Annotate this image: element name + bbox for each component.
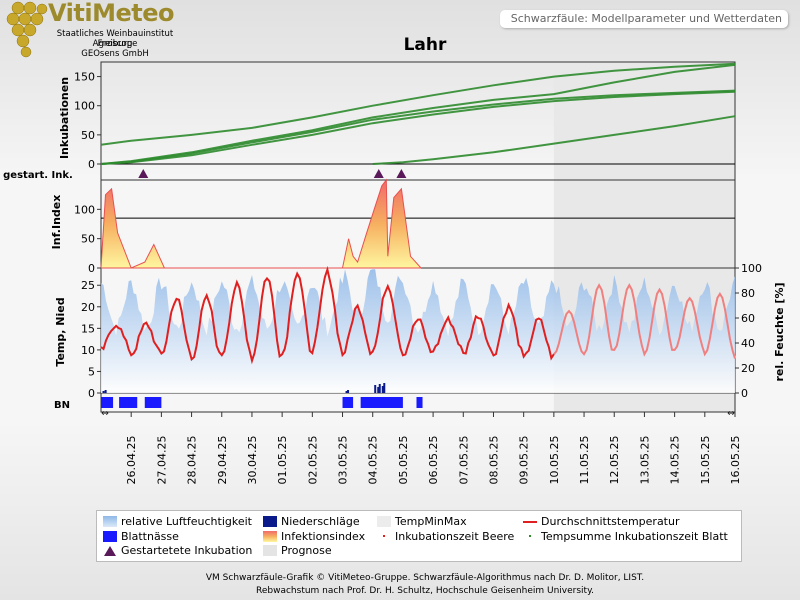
x-tick-label: 08.05.25 — [487, 436, 500, 485]
tick-label-temp-25: 25 — [81, 279, 95, 292]
x-tick-label: 29.04.25 — [216, 436, 229, 485]
inkubation-series-0 — [100, 62, 736, 146]
precipitation-bar — [345, 391, 348, 393]
x-tick-label: 11.05.25 — [578, 436, 591, 485]
model-description-box: Schwarzfäule: Modellparameter und Wetter… — [500, 10, 788, 28]
tick-label-humidity-60: 60 — [741, 312, 755, 325]
bn-axis-label: BN — [54, 400, 70, 411]
x-tick-label: 14.05.25 — [669, 436, 682, 485]
tick-label-humidity-80: 80 — [741, 287, 755, 300]
x-tick-label: 04.05.25 — [367, 436, 380, 485]
precipitation-bar — [347, 390, 350, 393]
inkubation-series-4 — [372, 115, 736, 165]
x-tick-label: 01.05.25 — [276, 436, 289, 485]
tick-label-temp-20: 20 — [81, 301, 95, 314]
temp-axis-label: Temp, Nied — [54, 297, 67, 366]
leaf-wetness-bar — [101, 397, 114, 408]
humidity-area — [101, 269, 735, 393]
gestartet-axis-label: gestart. Ink. — [3, 170, 73, 181]
tick-label-humidity-40: 40 — [741, 337, 755, 350]
weather-chart: 0 50 100 150 0 50 100 0 5 10 15 20 25 0 20 40 60 80 100 26… — [3, 61, 786, 485]
leaf-wetness-bar — [416, 397, 423, 408]
started-incubation-triangle-icon — [103, 545, 117, 556]
precipitation-bar — [383, 383, 386, 393]
started-incubation-marker — [396, 169, 407, 178]
infection-index-area — [100, 178, 422, 269]
forecast-temperature-line — [553, 283, 736, 359]
x-tick-label: 10.05.25 — [548, 436, 561, 485]
leaf-wetness-swatch-icon — [103, 531, 117, 542]
tick-label-inkubation-150: 150 — [74, 71, 95, 84]
logo — [4, 0, 188, 64]
tick-label-inkubation-50: 50 — [81, 129, 95, 142]
tick-label-humidity-20: 20 — [741, 362, 755, 375]
x-tick-label: 02.05.25 — [306, 436, 319, 485]
x-tick-label: 05.05.25 — [397, 436, 410, 485]
tick-label-temp-5: 5 — [88, 365, 95, 378]
tick-label-infindex-0: 0 — [88, 262, 95, 275]
precipitation-bar — [381, 386, 384, 393]
x-tick-label: 07.05.25 — [457, 436, 470, 485]
feuchte-axis-label: rel. Feuchte [%] — [773, 283, 786, 382]
tick-label-temp-10: 10 — [81, 344, 95, 357]
berry-incubation-dot-icon — [377, 531, 391, 542]
x-tick-label: 06.05.25 — [427, 436, 440, 485]
leaf-tempsum-dot-icon — [523, 531, 537, 542]
started-incubation-marker — [138, 169, 149, 178]
leaf-wetness-bar — [342, 397, 354, 408]
inkubation-series-1 — [100, 63, 736, 165]
precipitation-bar — [374, 385, 377, 393]
leaf-wetness-bar — [119, 397, 138, 408]
forecast-swatch-icon — [263, 545, 277, 556]
page-title: Lahr — [403, 35, 447, 55]
humidity-swatch-icon — [103, 516, 117, 527]
footer-line-1: VM Schwarzfäule-Grafik © VitiMeteo-Grupp… — [205, 573, 645, 583]
x-tick-label: 09.05.25 — [518, 436, 531, 485]
tick-label-humidity-100: 100 — [741, 262, 762, 275]
precipitation-bar — [104, 390, 107, 393]
scroll-right-arrow-icon: ⇔ — [727, 409, 735, 419]
x-tick-label: 30.04.25 — [246, 436, 259, 485]
x-tick-label: 03.05.25 — [337, 436, 350, 485]
tick-label-inkubation-0: 0 — [88, 158, 95, 171]
x-tick-label: 15.05.25 — [699, 436, 712, 485]
scroll-left-arrow-icon: ⇔ — [101, 409, 109, 419]
footer-line-2: Rebwachstum nach Prof. Dr. H. Schultz, H… — [256, 586, 594, 596]
x-tick-label: 16.05.25 — [729, 436, 742, 485]
tick-label-inkubation-100: 100 — [74, 100, 95, 113]
leaf-wetness-bar — [144, 397, 162, 408]
precipitation-bar — [377, 387, 380, 393]
tick-label-temp-15: 15 — [81, 322, 95, 335]
institute-1: Staatliches Weinbauinstitut Freiburg — [56, 29, 174, 49]
leaf-wetness-bar — [360, 397, 403, 408]
tempminmax-swatch-icon — [377, 516, 391, 527]
x-tick-label: 26.04.25 — [125, 436, 138, 485]
tick-label-infindex-50: 50 — [81, 233, 95, 246]
tick-label-humidity-0: 0 — [741, 387, 748, 400]
x-tick-label: 12.05.25 — [608, 436, 621, 485]
avg-temp-line-icon — [523, 521, 537, 523]
x-tick-label: 13.05.25 — [638, 436, 651, 485]
precipitation-bar — [378, 384, 381, 393]
inkubation-series-3 — [100, 90, 736, 165]
infection-index-swatch-icon — [263, 531, 277, 542]
started-incubation-marker — [373, 169, 384, 178]
footer: VM Schwarzfäule-Grafik © VitiMeteo-Grupp… — [0, 572, 800, 598]
x-tick-label: 27.04.25 — [155, 436, 168, 485]
x-tick-label: 28.04.25 — [186, 436, 199, 485]
institute-3: GEOsens GmbH — [81, 49, 149, 59]
grape-logo-icon — [6, 1, 48, 58]
avg-temperature-line — [100, 265, 555, 365]
institute-2: Agroscope — [92, 39, 138, 49]
precipitation-swatch-icon — [263, 516, 277, 527]
inkubationen-axis-label: Inkubationen — [58, 77, 71, 159]
inkubation-series-2 — [100, 89, 736, 165]
tick-label-temp-0: 0 — [88, 387, 95, 400]
brand-name: VitiMeteo — [48, 0, 174, 27]
precipitation-bar — [102, 391, 105, 393]
infindex-axis-label: Inf.Index — [50, 195, 63, 250]
tick-label-infindex-100: 100 — [74, 203, 95, 216]
legend: relative Luftfeuchtigkeit Niederschläge … — [96, 510, 742, 562]
